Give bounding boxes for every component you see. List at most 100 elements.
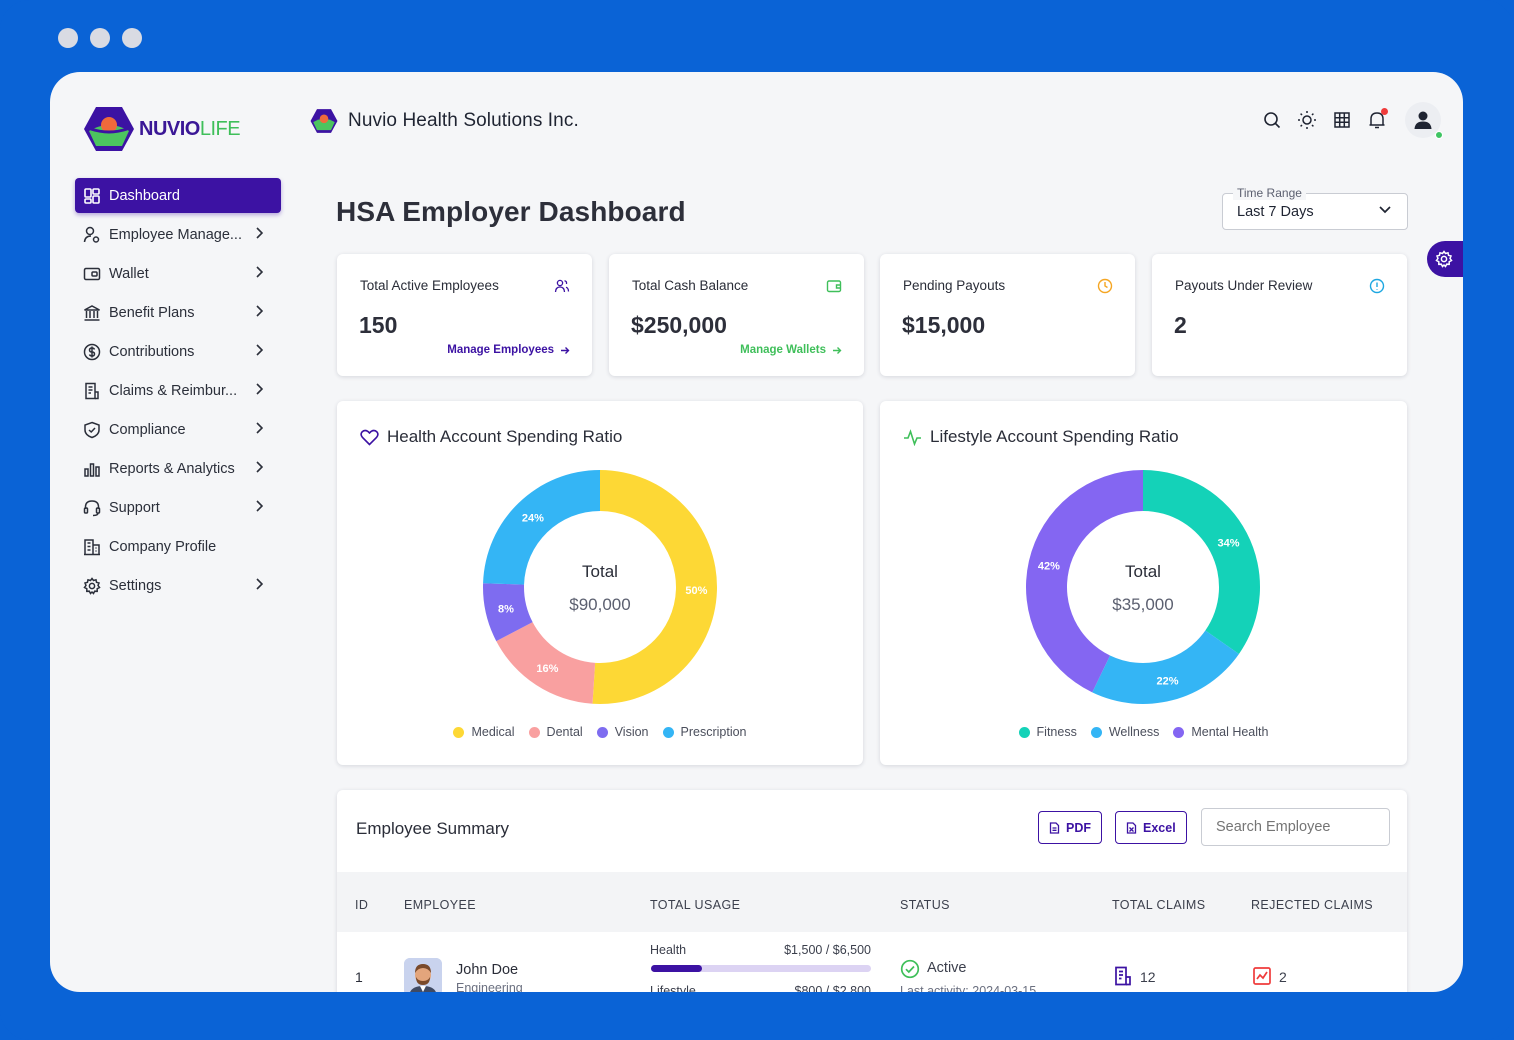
table-row[interactable]: 1 John Doe Engineering Health $1,500 / $… — [337, 932, 1407, 992]
legend-label: Fitness — [1036, 725, 1077, 739]
legend-item-medical[interactable]: Medical — [453, 725, 515, 739]
arrow-right-icon — [561, 346, 570, 354]
donut-center-value: $35,000 — [1112, 595, 1173, 614]
legend-item-wellness[interactable]: Wellness — [1090, 725, 1159, 739]
sidebar-item-reports[interactable]: Reports & Analytics — [75, 451, 281, 486]
pulse-icon — [903, 428, 922, 446]
search-employee-input[interactable] — [1201, 808, 1390, 846]
donut-slice-prescription[interactable] — [483, 470, 600, 585]
column-header-status[interactable]: STATUS — [900, 898, 950, 912]
shield-check-icon — [82, 420, 102, 440]
column-header-total-usage[interactable]: TOTAL USAGE — [650, 898, 741, 912]
donut-center-label: Total — [1125, 562, 1161, 581]
donut-slice-label: 34% — [1218, 537, 1240, 549]
receipt-icon — [82, 381, 102, 401]
chevron-down-icon — [1379, 206, 1391, 214]
legend-item-mental-health[interactable]: Mental Health — [1173, 725, 1268, 739]
health-chart-legend: Medical Dental Vision Prescription — [337, 725, 863, 739]
sidebar-item-benefit-plans[interactable]: Benefit Plans — [75, 295, 281, 330]
user-avatar-icon[interactable] — [1405, 102, 1443, 139]
check-circle-icon — [900, 959, 920, 979]
sidebar-item-settings[interactable]: Settings — [75, 568, 281, 603]
donut-center-value: $90,000 — [569, 595, 630, 614]
total-claims-count: 12 — [1140, 969, 1156, 985]
company-name: Nuvio Health Solutions Inc. — [348, 110, 579, 131]
stat-card-employees: Total Active Employees 150 Manage Employ… — [337, 254, 592, 376]
stat-value: $15,000 — [902, 312, 986, 338]
donut-slice-medical[interactable] — [592, 470, 717, 704]
chevron-right-icon — [256, 344, 263, 356]
sun-icon[interactable] — [1296, 109, 1318, 131]
link-label: Manage Wallets — [740, 344, 826, 356]
column-header-rejected-claims[interactable]: REJECTED CLAIMS — [1251, 898, 1373, 912]
bell-icon[interactable] — [1366, 108, 1388, 131]
column-header-id[interactable]: ID — [355, 898, 369, 912]
stat-card-under-review: Payouts Under Review 2 — [1152, 254, 1407, 376]
time-range-select[interactable]: Time Range Last 7 Days — [1222, 186, 1408, 230]
settings-fab[interactable] — [1427, 241, 1463, 277]
stat-label: Total Active Employees — [360, 278, 499, 293]
sidebar-item-label: Reports & Analytics — [109, 460, 235, 477]
lifestyle-chart-legend: Fitness Wellness Mental Health — [880, 725, 1407, 739]
sidebar-item-support[interactable]: Support — [75, 490, 281, 525]
legend-item-fitness[interactable]: Fitness — [1018, 725, 1077, 739]
status-badge: Active — [927, 960, 967, 976]
stat-label: Pending Payouts — [903, 278, 1006, 293]
legend-label: Vision — [614, 725, 649, 739]
legend-swatch — [1173, 726, 1185, 738]
column-header-employee[interactable]: EMPLOYEE — [404, 898, 476, 912]
legend-item-vision[interactable]: Vision — [596, 725, 649, 739]
manage-employees-link[interactable]: Manage Employees — [447, 344, 570, 356]
donut-slice-label: 16% — [536, 663, 558, 675]
sidebar-item-wallet[interactable]: Wallet — [75, 256, 281, 291]
employee-name[interactable]: John Doe — [456, 962, 519, 978]
wallet-icon — [826, 280, 842, 293]
donut-slice-label: 24% — [522, 513, 544, 525]
lifestyle-usage-amount: $800 / $2,800 — [794, 984, 871, 992]
legend-item-prescription[interactable]: Prescription — [662, 725, 747, 739]
manage-wallets-link[interactable]: Manage Wallets — [740, 344, 842, 356]
info-icon — [1369, 278, 1385, 294]
employee-avatar — [404, 958, 442, 992]
search-icon[interactable] — [1261, 109, 1283, 131]
arrow-right-icon — [833, 346, 842, 354]
online-status-dot — [1435, 131, 1443, 139]
chevron-right-icon — [256, 383, 263, 395]
stat-value: $250,000 — [631, 312, 727, 338]
chevron-right-icon — [256, 578, 263, 590]
donut-slice-fitness[interactable] — [1143, 470, 1260, 654]
legend-item-dental[interactable]: Dental — [528, 725, 583, 739]
notification-dot — [1381, 108, 1388, 115]
column-header-total-claims[interactable]: TOTAL CLAIMS — [1112, 898, 1206, 912]
brand-logo[interactable]: NUVIOLIFE — [83, 105, 241, 153]
legend-swatch — [1018, 726, 1030, 738]
lifestyle-donut-chart: 34% 22% 42% Total $35,000 — [1026, 470, 1260, 704]
chevron-right-icon — [256, 266, 263, 278]
sidebar-item-compliance[interactable]: Compliance — [75, 412, 281, 447]
donut-slice-wellness[interactable] — [1092, 630, 1239, 704]
link-label: Manage Employees — [447, 344, 554, 356]
sidebar-item-claims[interactable]: Claims & Reimbur... — [75, 373, 281, 408]
donut-slice-dental[interactable] — [496, 622, 596, 704]
brand-name-part2: LIFE — [199, 117, 241, 140]
heart-icon — [360, 429, 379, 446]
sidebar-item-employee-management[interactable]: Employee Manage... — [75, 217, 281, 252]
lifestyle-usage-label: Lifestyle — [650, 984, 696, 992]
sidebar-item-contributions[interactable]: Contributions — [75, 334, 281, 369]
sidebar-item-company-profile[interactable]: Company Profile — [75, 529, 281, 564]
window-dot — [90, 28, 110, 48]
page-title: HSA Employer Dashboard — [336, 196, 686, 227]
dashboard-icon — [82, 186, 102, 206]
lifestyle-spending-card: Lifestyle Account Spending Ratio 34% 22% 4… — [880, 401, 1407, 765]
donut-slice-mental-health[interactable] — [1026, 470, 1143, 693]
grid-icon[interactable] — [1331, 109, 1353, 131]
health-spending-card: Health Account Spending Ratio 50% 16% 8% 24… — [337, 401, 863, 765]
employee-id: 1 — [355, 969, 363, 985]
excel-export-button[interactable]: Excel — [1115, 811, 1187, 844]
pdf-export-button[interactable]: PDF — [1038, 811, 1102, 844]
chevron-right-icon — [256, 305, 263, 317]
bank-icon — [82, 303, 102, 323]
health-usage-bar-fill — [651, 965, 702, 972]
sidebar-item-dashboard[interactable]: Dashboard — [75, 178, 281, 213]
donut-slice-vision[interactable] — [483, 583, 533, 642]
